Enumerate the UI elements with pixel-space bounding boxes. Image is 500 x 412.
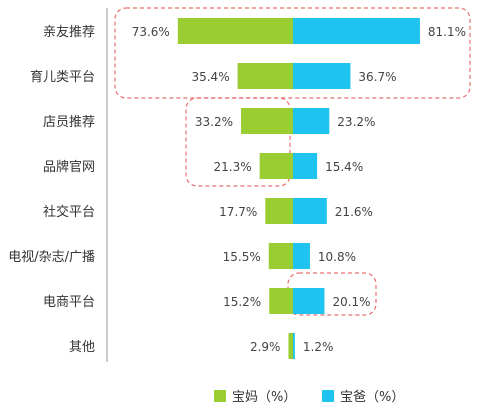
- legend-item-mom-label: 宝妈（%）: [232, 390, 296, 405]
- legend-item-mom-swatch: [214, 390, 226, 402]
- bar-dad: [293, 153, 318, 179]
- data-label-mom: 35.4%: [191, 70, 229, 84]
- data-label-dad: 21.6%: [335, 205, 373, 219]
- category-label: 品牌官网: [43, 159, 95, 175]
- bar-mom: [241, 108, 293, 134]
- data-label-mom: 17.7%: [219, 205, 257, 219]
- bar-dad: [293, 243, 310, 269]
- data-label-dad: 1.2%: [303, 340, 334, 354]
- data-label-dad: 10.8%: [318, 250, 356, 264]
- bar-dad: [293, 288, 325, 314]
- data-label-mom: 33.2%: [195, 115, 233, 129]
- category-label: 电视/杂志/广播: [8, 250, 95, 265]
- bar-dad: [293, 333, 295, 359]
- bar-mom: [268, 243, 293, 269]
- bar-mom: [177, 18, 293, 44]
- data-label-mom: 15.5%: [223, 250, 261, 264]
- category-label: 社交平台: [43, 204, 95, 220]
- data-label-mom: 15.2%: [223, 295, 261, 309]
- data-label-dad: 15.4%: [325, 160, 363, 174]
- bar-dad: [293, 18, 420, 44]
- category-label: 其他: [69, 340, 95, 355]
- data-label-dad: 23.2%: [337, 115, 375, 129]
- data-label-dad: 36.7%: [358, 70, 396, 84]
- data-label-dad: 20.1%: [332, 295, 370, 309]
- legend: 宝妈（%） 宝爸（%）: [214, 390, 404, 405]
- legend-item-dad-label: 宝爸（%）: [340, 390, 404, 405]
- bar-mom: [269, 288, 293, 314]
- bar-mom: [288, 333, 293, 359]
- data-label-mom: 21.3%: [214, 160, 252, 174]
- category-label: 电商平台: [43, 295, 95, 310]
- category-label: 店员推荐: [43, 115, 95, 130]
- bar-mom: [265, 198, 293, 224]
- labels-group: 亲友推荐 73.6% 81.1% 育儿类平台 35.4% 36.7% 店员推荐 33.2% 23…: [8, 24, 466, 355]
- legend-item-dad-swatch: [322, 390, 334, 402]
- bars-group: [177, 18, 420, 359]
- data-label-dad: 81.1%: [428, 25, 466, 39]
- bar-dad: [293, 108, 330, 134]
- highlight-box-top: [114, 7, 471, 99]
- category-label: 育儿类平台: [30, 69, 95, 85]
- category-label: 亲友推荐: [43, 24, 95, 40]
- bar-dad: [293, 198, 327, 224]
- data-label-mom: 2.9%: [250, 340, 281, 354]
- bar-dad: [293, 63, 351, 89]
- bar-mom: [259, 153, 293, 179]
- data-label-mom: 73.6%: [132, 25, 170, 39]
- bar-mom: [237, 63, 293, 89]
